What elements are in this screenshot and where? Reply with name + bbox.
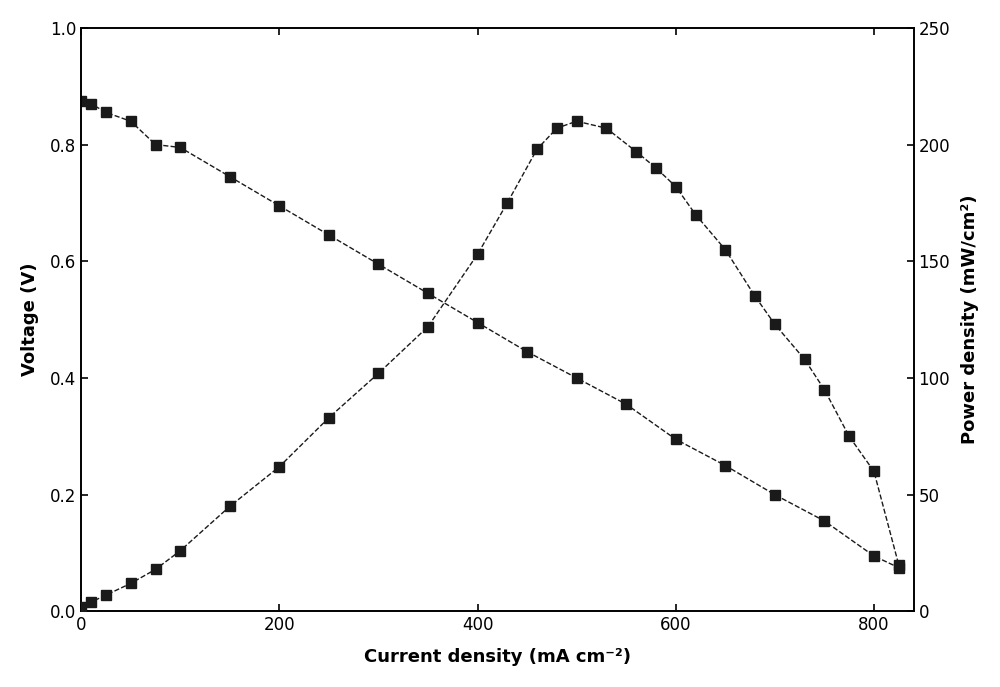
X-axis label: Current density (mA cm⁻²): Current density (mA cm⁻²): [364, 648, 631, 666]
Y-axis label: Voltage (V): Voltage (V): [21, 263, 39, 376]
Y-axis label: Power density (mW/cm²): Power density (mW/cm²): [961, 195, 979, 444]
